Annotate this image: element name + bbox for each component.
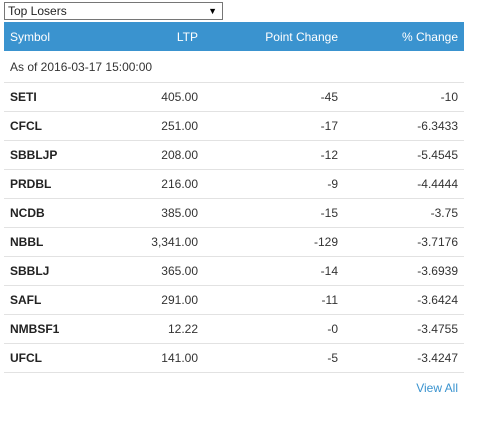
cell-ltp: 3,341.00: [114, 227, 204, 257]
losers-table: Symbol LTP Point Change % Change As of 2…: [4, 22, 464, 373]
column-header-ltp[interactable]: LTP: [176, 29, 198, 44]
header-row: Symbol LTP Point Change % Change: [4, 22, 464, 51]
cell-percent-change: -3.6939: [344, 256, 464, 286]
cell-ltp: 216.00: [114, 169, 204, 199]
cell-ltp: 385.00: [114, 198, 204, 228]
cell-symbol[interactable]: NCDB: [4, 198, 114, 228]
cell-percent-change: -6.3433: [344, 111, 464, 141]
column-header-symbol[interactable]: Symbol: [10, 29, 51, 44]
market-filter-select[interactable]: Top Losers ▼: [4, 2, 223, 20]
cell-symbol[interactable]: NBBL: [4, 227, 114, 257]
cell-symbol[interactable]: SBBLJ: [4, 256, 114, 286]
column-header-point-change[interactable]: Point Change: [265, 29, 338, 44]
cell-ltp: 365.00: [114, 256, 204, 286]
cell-point-change: -45: [204, 82, 344, 112]
cell-point-change: -17: [204, 111, 344, 141]
dropdown-arrow-icon[interactable]: ▼: [208, 6, 217, 16]
cell-point-change: -5: [204, 343, 344, 373]
market-filter-selected-value: Top Losers: [8, 4, 67, 18]
table-row[interactable]: SBBLJ 365.00 -14 -3.6939: [4, 256, 464, 286]
view-all-container: View All: [4, 381, 464, 395]
cell-symbol[interactable]: NMBSF1: [4, 314, 114, 344]
cell-ltp: 141.00: [114, 343, 204, 373]
cell-percent-change: -3.75: [344, 198, 464, 228]
cell-ltp: 208.00: [114, 140, 204, 170]
table-row[interactable]: UFCL 141.00 -5 -3.4247: [4, 343, 464, 373]
table-row[interactable]: PRDBL 216.00 -9 -4.4444: [4, 169, 464, 199]
cell-symbol[interactable]: UFCL: [4, 343, 114, 373]
table-row[interactable]: SAFL 291.00 -11 -3.6424: [4, 285, 464, 315]
as-of-timestamp: As of 2016-03-17 15:00:00: [4, 51, 464, 83]
table-row[interactable]: SETI 405.00 -45 -10: [4, 82, 464, 112]
as-of-section: As of 2016-03-17 15:00:00: [4, 51, 464, 83]
cell-percent-change: -3.4755: [344, 314, 464, 344]
column-header-percent-change[interactable]: % Change: [401, 29, 458, 44]
cell-percent-change: -3.7176: [344, 227, 464, 257]
table-row[interactable]: CFCL 251.00 -17 -6.3433: [4, 111, 464, 141]
cell-symbol[interactable]: SBBLJP: [4, 140, 114, 170]
cell-point-change: -0: [204, 314, 344, 344]
cell-symbol[interactable]: PRDBL: [4, 169, 114, 199]
cell-ltp: 12.22: [114, 314, 204, 344]
cell-point-change: -12: [204, 140, 344, 170]
cell-percent-change: -3.6424: [344, 285, 464, 315]
top-movers-widget: Top Losers ▼ Symbol LTP Point Change % C…: [4, 2, 464, 395]
cell-symbol[interactable]: SAFL: [4, 285, 114, 315]
cell-ltp: 405.00: [114, 82, 204, 112]
table-body: SETI 405.00 -45 -10 CFCL 251.00 -17 -6.3433 SBBL…: [4, 82, 464, 373]
cell-point-change: -129: [204, 227, 344, 257]
table-row[interactable]: NCDB 385.00 -15 -3.75: [4, 198, 464, 228]
cell-point-change: -11: [204, 285, 344, 315]
cell-percent-change: -4.4444: [344, 169, 464, 199]
cell-percent-change: -5.4545: [344, 140, 464, 170]
cell-point-change: -14: [204, 256, 344, 286]
cell-symbol[interactable]: SETI: [4, 82, 114, 112]
table-row[interactable]: NMBSF1 12.22 -0 -3.4755: [4, 314, 464, 344]
cell-percent-change: -3.4247: [344, 343, 464, 373]
as-of-row: As of 2016-03-17 15:00:00: [4, 51, 464, 83]
cell-ltp: 291.00: [114, 285, 204, 315]
table-header: Symbol LTP Point Change % Change: [4, 22, 464, 51]
cell-symbol[interactable]: CFCL: [4, 111, 114, 141]
table-row[interactable]: NBBL 3,341.00 -129 -3.7176: [4, 227, 464, 257]
cell-point-change: -9: [204, 169, 344, 199]
cell-percent-change: -10: [344, 82, 464, 112]
table-row[interactable]: SBBLJP 208.00 -12 -5.4545: [4, 140, 464, 170]
cell-point-change: -15: [204, 198, 344, 228]
view-all-link[interactable]: View All: [416, 381, 458, 395]
cell-ltp: 251.00: [114, 111, 204, 141]
